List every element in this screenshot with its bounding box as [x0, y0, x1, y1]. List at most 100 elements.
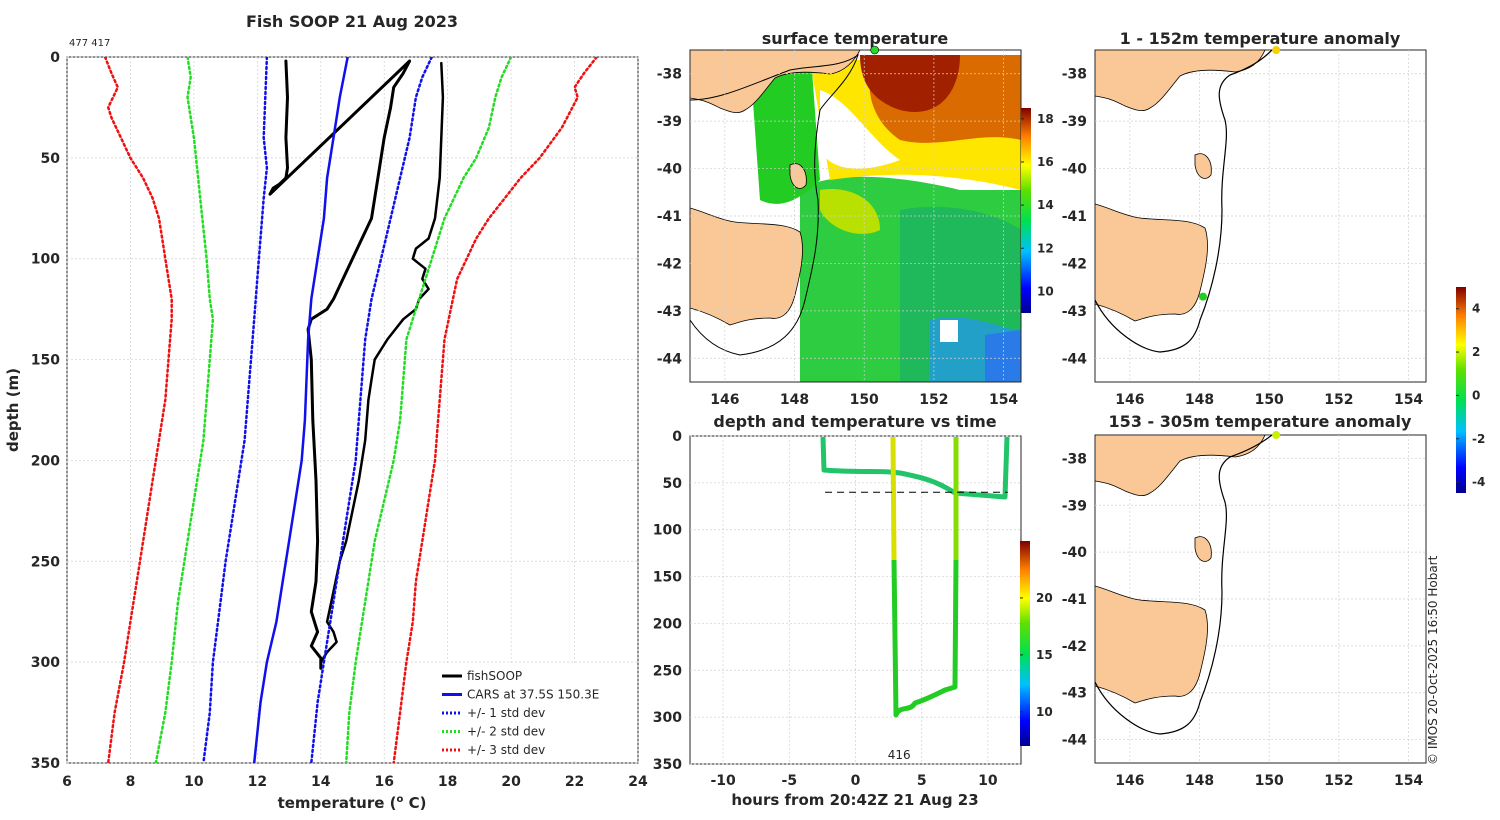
depth-tick-label: 300 — [653, 710, 682, 726]
lat-tick-label: -44 — [1062, 351, 1088, 367]
depth-tick-label: 50 — [663, 476, 683, 492]
lat-tick-label: -43 — [1062, 304, 1087, 320]
sst-ticks: 146 148 150 152 154 -38 -39 -40 -41 -42 -43 -44 — [657, 67, 1019, 408]
anomaly-map-1-land — [1095, 50, 1273, 353]
profile-xlabel: temperature (o C) — [278, 794, 427, 812]
lon-tick-label: 148 — [780, 392, 809, 408]
profile-series-1 — [319, 61, 445, 664]
x-tick-label: 6 — [62, 774, 72, 790]
profile-series-7 — [103, 57, 173, 763]
lat-tick-label: -40 — [657, 162, 683, 178]
hour-tick-label: -5 — [782, 773, 798, 789]
colorbar-tick-label: -2 — [1472, 432, 1485, 446]
y-tick-label: 200 — [31, 453, 60, 469]
profile-series-2 — [252, 57, 349, 763]
legend-label: +/- 1 std dev — [467, 706, 545, 720]
depth-time-title: depth and temperature vs time — [713, 412, 996, 431]
profile-ylabel: depth (m) — [4, 368, 22, 452]
colorbar-tick-label: 15 — [1036, 648, 1053, 662]
profile-title: Fish SOOP 21 Aug 2023 — [246, 12, 458, 31]
lon-tick-label: 146 — [710, 392, 739, 408]
legend-label: CARS at 37.5S 150.3E — [467, 688, 599, 702]
lat-tick-label: -41 — [1062, 209, 1087, 225]
lon-tick-label: 154 — [1394, 773, 1423, 789]
depth-time-tracks — [820, 436, 1010, 718]
depth-tick-label: 0 — [672, 429, 682, 445]
lat-tick-label: -38 — [1062, 67, 1087, 83]
colorbar-tick-label: 10 — [1037, 284, 1054, 298]
x-tick-label: 12 — [248, 774, 267, 790]
lat-tick-label: -42 — [1062, 256, 1087, 272]
profile-axes — [66, 56, 639, 764]
legend-label: +/- 2 std dev — [467, 725, 545, 739]
lon-tick-label: 154 — [989, 392, 1018, 408]
lon-tick-label: 148 — [1185, 392, 1214, 408]
profile-series-4 — [310, 57, 434, 763]
lat-tick-label: -42 — [657, 256, 682, 272]
hour-tick-label: 10 — [978, 773, 998, 789]
lon-tick-label: 148 — [1185, 773, 1214, 789]
lon-tick-label: 146 — [1115, 773, 1144, 789]
y-tick-label: 350 — [31, 756, 60, 772]
x-tick-label: 22 — [565, 774, 584, 790]
hour-tick-label: -10 — [710, 773, 736, 789]
anomaly-point-2 — [1199, 292, 1208, 301]
profile-series-0 — [268, 59, 412, 670]
colorbar-tick-label: 0 — [1472, 388, 1480, 402]
y-tick-label: 300 — [31, 655, 60, 671]
anomaly-map-1-title: 1 - 152m temperature anomaly — [1120, 29, 1401, 48]
legend-label: fishSOOP — [467, 669, 522, 683]
anomaly-map-1-panel: 1 - 152m temperature anomaly 146 148 150 15… — [1062, 29, 1427, 408]
sst-colorbar-ticks: 10 12 14 16 18 — [1021, 112, 1054, 298]
y-tick-label: 150 — [31, 353, 60, 369]
profile-series — [103, 57, 599, 763]
lat-tick-label: -44 — [657, 351, 683, 367]
anomaly-map-1-ticks: 146 148 150 152 154 -38 -39 -40 -41 -42 -43 -44 — [1062, 67, 1424, 408]
lat-tick-label: -44 — [1062, 733, 1088, 749]
colorbar-tick-label: 12 — [1037, 241, 1054, 255]
credit-text: © IMOS 20-Oct-2025 16:50 Hobart — [1426, 555, 1440, 765]
lon-tick-label: 154 — [1394, 392, 1423, 408]
colorbar-tick-label: -4 — [1472, 475, 1485, 489]
x-tick-label: 14 — [311, 774, 331, 790]
y-tick-label: 0 — [50, 50, 60, 66]
lat-tick-label: -41 — [657, 209, 682, 225]
depth-time-panel: depth and temperature vs time -10 -5 0 5 100… — [653, 412, 1053, 809]
x-tick-label: 10 — [184, 774, 204, 790]
hour-tick-label: 0 — [851, 773, 861, 789]
profile-grid — [66, 56, 639, 764]
colorbar-tick-label: 14 — [1037, 198, 1054, 212]
lat-tick-label: -38 — [657, 67, 682, 83]
lon-tick-label: 150 — [1255, 773, 1284, 789]
x-tick-label: 18 — [438, 774, 457, 790]
lon-tick-label: 152 — [919, 392, 948, 408]
colorbar-tick-label: 4 — [1472, 302, 1480, 316]
lat-tick-label: -41 — [1062, 592, 1087, 608]
x-tick-label: 16 — [374, 774, 393, 790]
sst-grid — [690, 50, 1021, 382]
depth-tick-label: 350 — [653, 757, 682, 773]
lat-tick-label: -40 — [1062, 545, 1088, 561]
depth-tick-label: 250 — [653, 663, 682, 679]
profile-series-3 — [202, 57, 269, 763]
anomaly-map-2-land — [1095, 435, 1273, 735]
lat-tick-label: -38 — [1062, 451, 1087, 467]
lon-tick-label: 146 — [1115, 392, 1144, 408]
depth-time-grid — [690, 435, 1021, 765]
colorbar-tick-label: 16 — [1037, 155, 1054, 169]
colorbar-tick-label: 20 — [1036, 591, 1053, 605]
profile-panel: Fish SOOP 21 Aug 2023 477 417 6 8 10 12 14 16… — [4, 12, 648, 812]
sst-title: surface temperature — [762, 29, 949, 48]
depth-tick-label: 200 — [653, 616, 682, 632]
y-tick-label: 50 — [41, 151, 61, 167]
depth-tick-label: 150 — [653, 570, 682, 586]
sst-colorbar — [1021, 108, 1031, 313]
sst-vessel-marker — [870, 45, 879, 55]
anomaly-map-2-ticks: 146 148 150 152 154 -38 -39 -40 -41 -42 -43 -44 — [1062, 451, 1424, 789]
lat-tick-label: -39 — [1062, 114, 1087, 130]
legend-label: +/- 3 std dev — [467, 743, 545, 757]
lon-tick-label: 150 — [1255, 392, 1284, 408]
lat-tick-label: -43 — [657, 304, 682, 320]
